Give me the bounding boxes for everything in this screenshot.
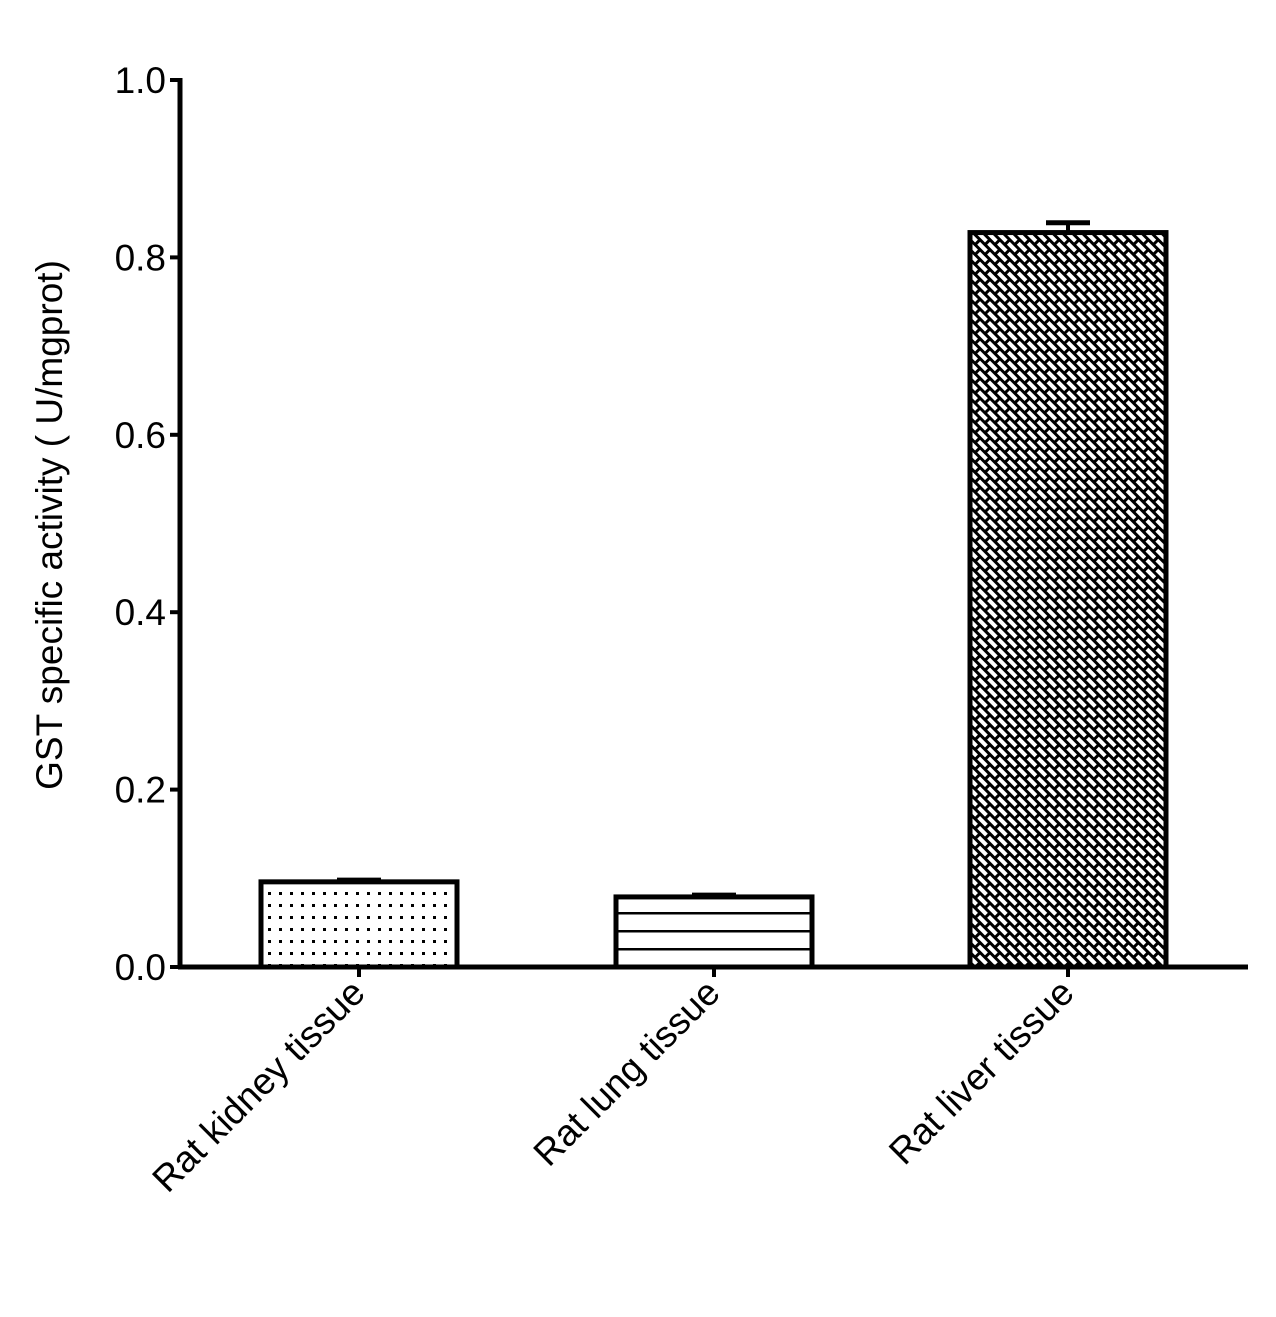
bars-group [258, 220, 1169, 970]
bar-rat-kidney-tissue [258, 877, 460, 970]
y-tick-label: 0.8 [115, 237, 166, 278]
x-tick-label: Rat kidney tissue [144, 972, 372, 1200]
bar-rat-liver-tissue [967, 220, 1169, 970]
y-tick-label: 0.0 [115, 947, 166, 988]
x-tick-label: Rat liver tissue [881, 972, 1082, 1173]
y-tick-label: 0.2 [115, 770, 166, 811]
y-tick-label: 0.4 [115, 592, 166, 633]
bar-rect [258, 879, 460, 970]
bar-rect [613, 894, 815, 970]
bar-rat-lung-tissue [613, 892, 815, 970]
x-axis: Rat kidney tissue Rat lung tissue Rat live… [144, 964, 1248, 1200]
y-axis-title: GST specific activity ( U/mgprot) [29, 260, 70, 790]
x-tick-label: Rat lung tissue [526, 972, 728, 1174]
y-tick-label: 0.6 [115, 415, 166, 456]
y-tick-label: 1.0 [115, 60, 166, 101]
bar-rect [967, 230, 1169, 970]
y-axis: 0.0 0.2 0.4 0.6 0.8 1.0 [115, 60, 183, 988]
